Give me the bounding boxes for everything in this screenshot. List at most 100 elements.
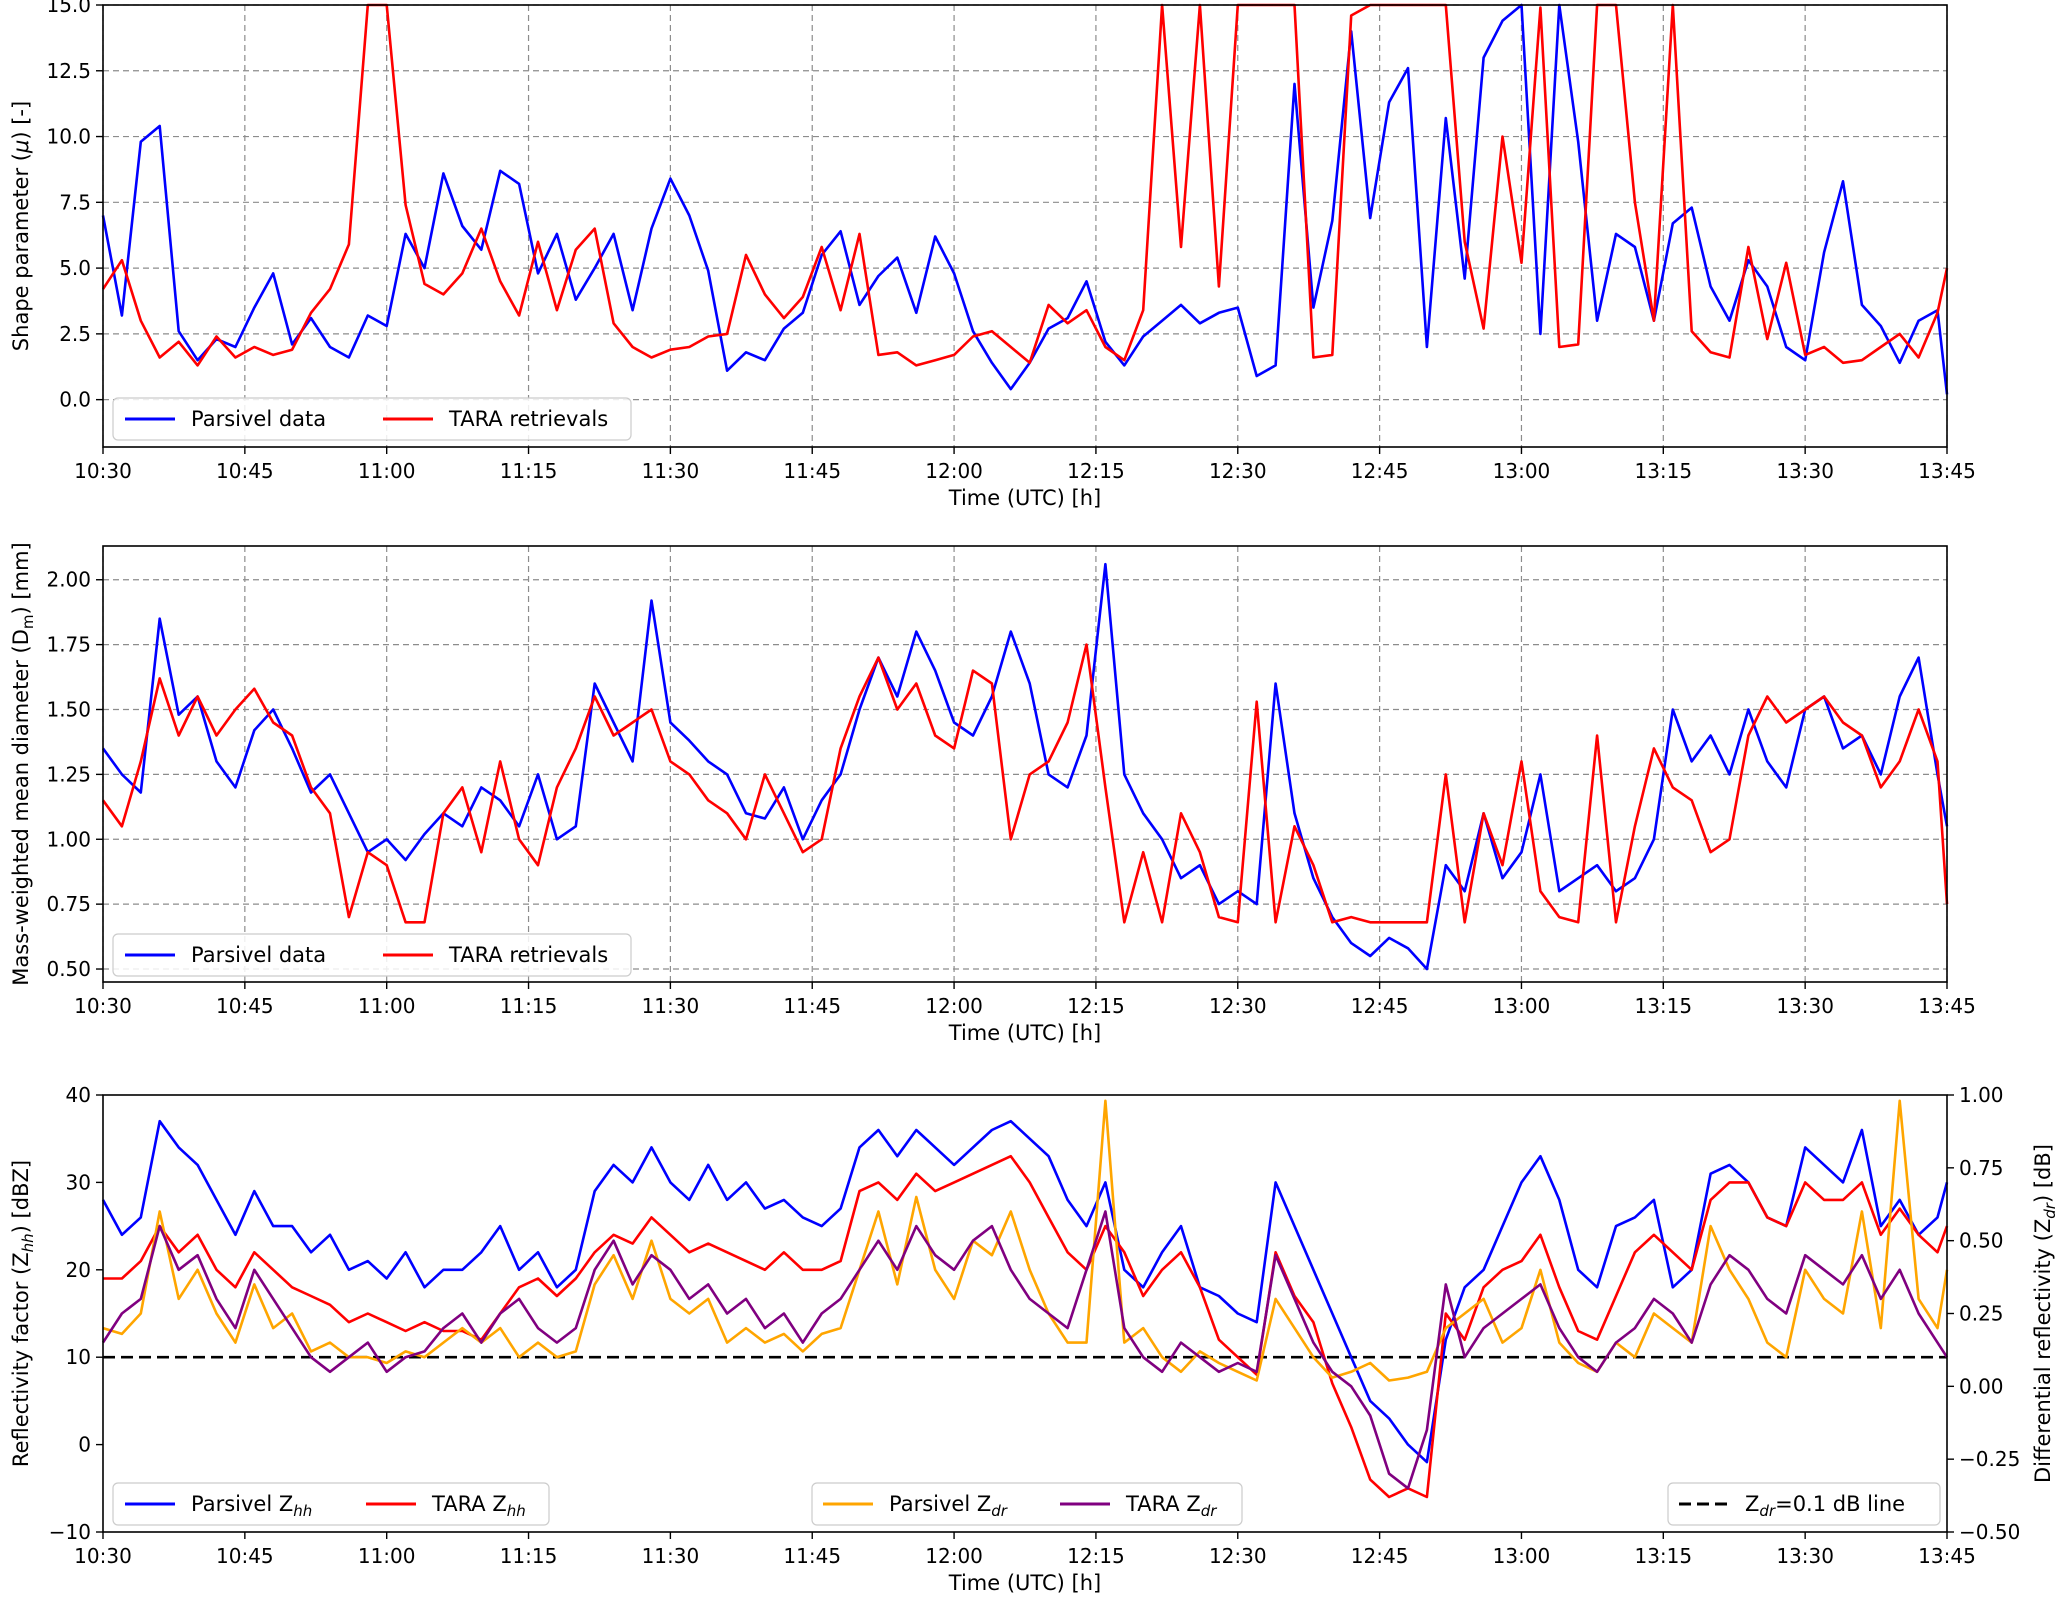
x-tick-label: 13:00 xyxy=(1493,459,1551,483)
x-tick-label: 11:00 xyxy=(358,459,416,483)
x-tick-label: 11:00 xyxy=(358,994,416,1018)
x-tick-label: 12:45 xyxy=(1351,994,1409,1018)
y-right-tick-label: −0.25 xyxy=(1959,1447,2020,1471)
y-tick-label: 10 xyxy=(66,1345,91,1369)
y-tick-label: 15.0 xyxy=(46,0,91,17)
y-tick-label: 5.0 xyxy=(59,256,91,280)
x-tick-label: 11:30 xyxy=(642,994,700,1018)
x-tick-label: 12:15 xyxy=(1067,994,1125,1018)
y-right-tick-label: 0.25 xyxy=(1959,1302,2004,1326)
x-tick-label: 12:45 xyxy=(1351,459,1409,483)
y-axis-label: Shape parameter (μ) [-] xyxy=(9,101,33,351)
x-tick-label: 10:30 xyxy=(74,459,132,483)
x-tick-label: 11:45 xyxy=(783,994,841,1018)
x-tick-label: 12:15 xyxy=(1067,1544,1125,1568)
x-tick-label: 11:45 xyxy=(783,1544,841,1568)
x-tick-label: 13:15 xyxy=(1634,994,1692,1018)
legend-label: Parsivel data xyxy=(191,407,326,431)
x-tick-label: 11:15 xyxy=(500,459,558,483)
x-tick-label: 11:30 xyxy=(642,459,700,483)
y-right-tick-label: −0.50 xyxy=(1959,1520,2020,1544)
y-tick-label: 1.00 xyxy=(46,827,91,851)
series-line-parsivel-zhh xyxy=(101,1119,1949,1464)
y-tick-label: 30 xyxy=(66,1170,91,1194)
x-tick-label: 13:45 xyxy=(1918,994,1976,1018)
x-tick-label: 13:00 xyxy=(1493,1544,1551,1568)
series-line-parsivel-zdr xyxy=(102,1099,1949,1382)
panel-1: 10:30 10:45 11:00 11:15 11:30 11:45 12:00 12:15… xyxy=(9,0,1976,510)
legend-box xyxy=(1667,1482,1941,1526)
x-tick-label: 11:45 xyxy=(783,459,841,483)
x-tick-label: 12:00 xyxy=(925,1544,983,1568)
legend-label: Zdr=0.1 dB line xyxy=(1745,1492,1905,1520)
x-tick-label: 12:00 xyxy=(925,459,983,483)
panel-2: 10:30 10:45 11:00 11:15 11:30 11:45 12:00 12:15… xyxy=(9,542,1976,1045)
x-axis-label: Time (UTC) [h] xyxy=(948,486,1101,510)
series-line-tara-retrievals xyxy=(101,643,1949,924)
series-line-parsivel-data xyxy=(101,562,1949,971)
plot-frame xyxy=(102,545,1948,983)
series-line-tara-retrievals xyxy=(101,3,1949,367)
y-tick-label: 1.50 xyxy=(46,698,91,722)
x-tick-label: 12:30 xyxy=(1209,994,1267,1018)
x-tick-label: 12:15 xyxy=(1067,459,1125,483)
legend-label: Parsivel Zhh xyxy=(191,1492,312,1520)
x-tick-label: 13:45 xyxy=(1918,459,1976,483)
x-tick-label: 12:00 xyxy=(925,994,983,1018)
y-tick-label: 0 xyxy=(78,1433,91,1457)
y-axis-label: Reflectivity factor (Zhh) [dBZ] xyxy=(9,1160,37,1467)
y-tick-label: 0.75 xyxy=(46,892,91,916)
panel-3: 10:30 10:45 11:00 11:15 11:30 11:45 12:00 12:15… xyxy=(9,1083,2059,1595)
y-right-axis-label: Differential reflectivity (Zdr) [dB] xyxy=(2031,1144,2059,1483)
x-tick-label: 12:30 xyxy=(1209,1544,1267,1568)
x-tick-label: 11:15 xyxy=(500,994,558,1018)
y-right-tick-label: 0.00 xyxy=(1959,1374,2004,1398)
y-right-tick-label: 1.00 xyxy=(1959,1083,2004,1107)
y-right-tick-label: 0.50 xyxy=(1959,1229,2004,1253)
legend-panel-3-zdr: Parsivel Zdr TARA Zdr xyxy=(811,1482,1243,1526)
x-tick-label: 13:45 xyxy=(1918,1544,1976,1568)
x-tick-label: 11:00 xyxy=(358,1544,416,1568)
x-tick-label: 13:15 xyxy=(1634,1544,1692,1568)
y-tick-label: 10.0 xyxy=(46,125,91,149)
legend-panel-2: Parsivel data TARA retrievals xyxy=(112,933,632,977)
y-axis-label: Mass-weighted mean diameter (Dm) [mm] xyxy=(9,542,37,985)
x-tick-label: 10:45 xyxy=(216,994,274,1018)
y-tick-label: 2.00 xyxy=(46,568,91,592)
legend-label: TARA Zdr xyxy=(1125,1492,1217,1520)
x-tick-label: 10:30 xyxy=(74,1544,132,1568)
x-tick-label: 10:45 xyxy=(216,1544,274,1568)
legend-box xyxy=(112,397,632,441)
legend-box xyxy=(112,933,632,977)
x-tick-label: 13:30 xyxy=(1776,459,1834,483)
x-tick-label: 13:15 xyxy=(1634,459,1692,483)
y-tick-label: 0.50 xyxy=(46,957,91,981)
y-tick-label: 12.5 xyxy=(46,59,91,83)
legend-label: TARA Zhh xyxy=(431,1492,526,1520)
x-tick-label: 13:00 xyxy=(1493,994,1551,1018)
x-tick-label: 10:30 xyxy=(74,994,132,1018)
legend-label: Parsivel data xyxy=(191,943,326,967)
x-tick-label: 11:15 xyxy=(500,1544,558,1568)
x-tick-label: 11:30 xyxy=(642,1544,700,1568)
y-tick-label: 1.25 xyxy=(46,762,91,786)
legend-panel-3-ref: Zdr=0.1 dB line xyxy=(1667,1482,1941,1526)
legend-panel-3-zhh: Parsivel Zhh TARA Zhh xyxy=(112,1482,550,1526)
x-tick-label: 13:30 xyxy=(1776,1544,1834,1568)
y-right-tick-label: 0.75 xyxy=(1959,1156,2004,1180)
x-tick-label: 13:30 xyxy=(1776,994,1834,1018)
x-tick-label: 10:45 xyxy=(216,459,274,483)
y-tick-label: 40 xyxy=(66,1083,91,1107)
y-tick-label: 2.5 xyxy=(59,322,91,346)
legend-box xyxy=(811,1482,1243,1526)
plot-frame xyxy=(102,4,1948,448)
y-tick-label: −10 xyxy=(49,1520,91,1544)
y-tick-label: 1.75 xyxy=(46,633,91,657)
legend-label: Parsivel Zdr xyxy=(889,1492,1008,1520)
x-tick-label: 12:30 xyxy=(1209,459,1267,483)
y-tick-label: 0.0 xyxy=(59,388,91,412)
x-tick-label: 12:45 xyxy=(1351,1544,1409,1568)
plot-frame xyxy=(102,1094,1948,1533)
y-tick-label: 20 xyxy=(66,1258,91,1282)
